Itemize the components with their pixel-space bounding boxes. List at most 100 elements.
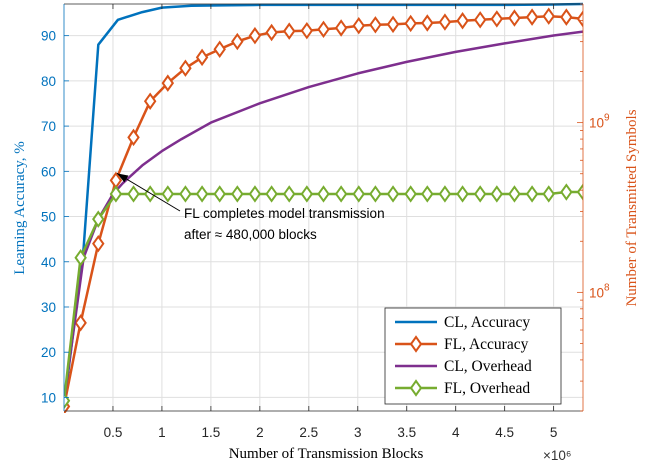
data-point-fl-accuracy bbox=[334, 19, 348, 37]
legend-entry-fl-overhead: FL, Overhead bbox=[395, 379, 530, 397]
y-right-tick-base: 10 bbox=[589, 116, 604, 131]
legend-label-cl-accuracy: CL, Accuracy bbox=[444, 314, 530, 331]
data-point-fl-accuracy bbox=[127, 128, 140, 147]
data-point-fl-overhead bbox=[213, 185, 226, 203]
y-right-tick-base: 10 bbox=[589, 285, 604, 300]
series-line-cl-overhead bbox=[64, 30, 583, 401]
data-point-fl-accuracy bbox=[560, 8, 573, 26]
x-tick-label: 3 bbox=[354, 425, 362, 440]
series-fl-overhead bbox=[64, 183, 583, 410]
data-point-fl-overhead bbox=[352, 185, 365, 203]
y-right-tick-label: 108 bbox=[589, 282, 610, 300]
data-point-fl-overhead bbox=[265, 185, 278, 203]
y-right-tick-exponent: 8 bbox=[604, 282, 610, 293]
y-left-tick-label: 80 bbox=[41, 74, 56, 89]
legend-marker-fl-accuracy bbox=[409, 335, 423, 353]
data-point-fl-overhead bbox=[542, 185, 555, 203]
y-right-tick-label: 109 bbox=[589, 113, 610, 131]
legend-entry-cl-overhead: CL, Overhead bbox=[395, 358, 532, 375]
annotation-line-1: FL completes model transmission bbox=[184, 206, 385, 221]
legend-label-fl-overhead: FL, Overhead bbox=[444, 380, 530, 397]
data-point-fl-accuracy bbox=[74, 314, 87, 332]
data-point-fl-overhead bbox=[282, 185, 296, 203]
data-point-fl-accuracy bbox=[369, 16, 382, 34]
data-point-fl-accuracy bbox=[195, 48, 209, 67]
x-tick-label: 5 bbox=[550, 425, 558, 440]
y-axis-left-label: Learning Accuracy, % bbox=[12, 141, 28, 275]
y-left-tick-label: 60 bbox=[41, 164, 56, 179]
y-left-tick-label: 40 bbox=[41, 255, 56, 270]
data-point-fl-accuracy bbox=[508, 9, 521, 27]
data-point-fl-accuracy bbox=[231, 32, 244, 51]
x-axis-label: Number of Transmission Blocks bbox=[229, 446, 424, 462]
x-tick-label: 0.5 bbox=[104, 425, 123, 440]
data-point-fl-accuracy bbox=[179, 59, 192, 77]
data-point-fl-overhead bbox=[300, 185, 314, 203]
data-point-fl-overhead bbox=[576, 183, 583, 201]
legend: CL, Accuracy FL, Accuracy CL, Overhead F… bbox=[384, 307, 562, 405]
data-point-fl-accuracy bbox=[576, 10, 583, 28]
y-axis-right-label: Number of Transmitted Symbols bbox=[624, 109, 640, 306]
data-point-fl-overhead bbox=[179, 185, 192, 203]
data-point-fl-accuracy bbox=[300, 21, 314, 40]
series-fl-accuracy bbox=[64, 7, 583, 413]
x-tick-label: 1 bbox=[158, 425, 166, 440]
annotation-arrow bbox=[116, 172, 181, 212]
series-cl-accuracy bbox=[64, 2, 583, 407]
data-point-fl-overhead bbox=[109, 185, 123, 203]
data-point-fl-accuracy bbox=[92, 234, 105, 253]
legend-entry-cl-accuracy: CL, Accuracy bbox=[395, 314, 530, 331]
data-point-fl-accuracy bbox=[213, 40, 226, 58]
data-point-fl-overhead bbox=[525, 185, 539, 203]
series-layer bbox=[64, 2, 583, 413]
data-point-fl-accuracy bbox=[161, 74, 175, 92]
legend-marker-fl-overhead bbox=[409, 379, 423, 397]
y-left-tick-label: 30 bbox=[41, 300, 56, 315]
x-tick-label: 2 bbox=[256, 425, 264, 440]
data-point-fl-accuracy bbox=[352, 16, 365, 35]
data-point-fl-accuracy bbox=[490, 10, 504, 28]
data-point-fl-accuracy bbox=[542, 7, 555, 25]
data-point-fl-accuracy bbox=[456, 12, 469, 30]
data-point-fl-accuracy bbox=[143, 92, 157, 110]
data-point-fl-accuracy bbox=[473, 11, 487, 29]
data-point-fl-overhead bbox=[369, 185, 382, 203]
x-tick-label: 2.5 bbox=[299, 425, 318, 440]
data-point-fl-accuracy bbox=[282, 22, 296, 40]
data-point-fl-overhead bbox=[560, 183, 573, 201]
data-point-fl-accuracy bbox=[265, 23, 278, 42]
y-left-tick-label: 50 bbox=[41, 210, 56, 225]
data-point-fl-accuracy bbox=[404, 14, 417, 33]
data-point-fl-overhead bbox=[195, 185, 209, 203]
grid-lines bbox=[64, 4, 583, 411]
data-point-fl-overhead bbox=[421, 185, 434, 203]
x-tick-label: 1.5 bbox=[201, 425, 220, 440]
data-point-fl-overhead bbox=[386, 185, 400, 203]
data-point-fl-accuracy bbox=[421, 14, 434, 32]
data-point-fl-accuracy bbox=[525, 8, 539, 26]
y-left-tick-label: 20 bbox=[41, 345, 56, 360]
data-point-fl-overhead bbox=[334, 185, 348, 203]
legend-label-fl-accuracy: FL, Accuracy bbox=[444, 336, 529, 353]
data-point-fl-overhead bbox=[161, 185, 175, 203]
x-tick-label: 4 bbox=[452, 425, 460, 440]
data-point-fl-overhead bbox=[317, 185, 330, 203]
data-point-fl-overhead bbox=[456, 185, 469, 203]
data-point-fl-accuracy bbox=[438, 13, 452, 31]
data-point-fl-overhead bbox=[248, 185, 262, 203]
annotation: FL completes model transmission after ≈ … bbox=[116, 172, 385, 242]
tick-layer: 0.5 1 1.5 2 2.5 3 3.5 4 4.5 5 10 20 30 40 50 60 70 80 90 10… bbox=[41, 3, 610, 440]
data-point-fl-overhead bbox=[74, 248, 87, 267]
data-point-fl-accuracy bbox=[248, 26, 262, 45]
y-left-tick-label: 10 bbox=[41, 390, 56, 405]
series-line-cl-accuracy bbox=[64, 2, 583, 407]
data-point-fl-overhead bbox=[127, 185, 140, 203]
data-point-fl-overhead bbox=[92, 210, 105, 228]
x-tick-label: 4.5 bbox=[495, 425, 514, 440]
y-left-tick-label: 90 bbox=[41, 29, 56, 44]
data-point-fl-overhead bbox=[508, 185, 521, 203]
legend-entry-fl-accuracy: FL, Accuracy bbox=[395, 335, 529, 353]
series-cl-overhead bbox=[64, 30, 583, 401]
y-right-tick-exponent: 9 bbox=[604, 113, 610, 124]
